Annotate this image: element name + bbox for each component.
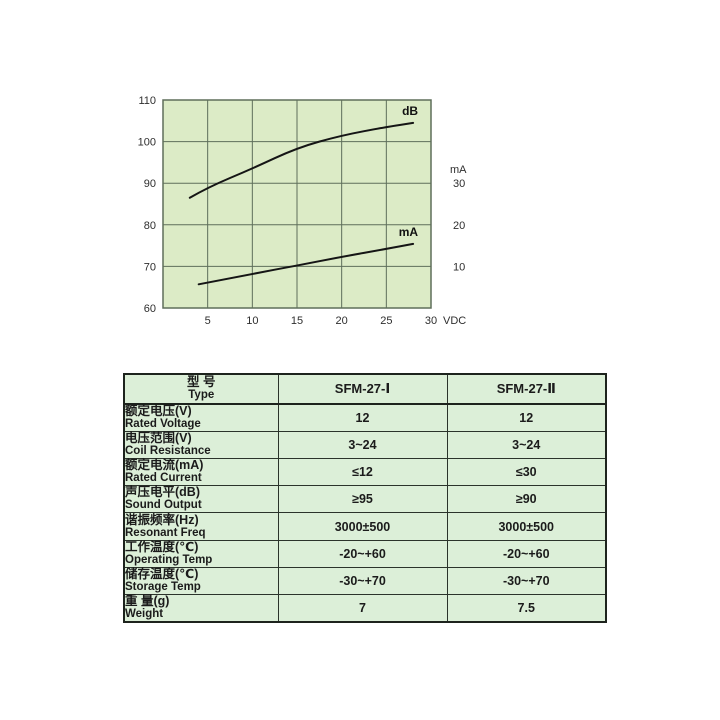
series-label-mA: mA (399, 225, 419, 239)
spec-label-zh: 储存温度(℃) (125, 566, 199, 581)
spec-value-model-2: -20~+60 (446, 539, 607, 568)
performance-chart: dB mA 60 70 80 90 100 110 5 10 15 20 25 30 VDC mA 10 20 30 (120, 85, 490, 335)
spec-value-model-1: 7 (277, 593, 448, 623)
spec-label-cell: 电压范围(V) Coil Resistance (123, 431, 279, 460)
spec-label-cell: 谐振频率(Hz) Resonant Freq (123, 512, 279, 541)
spec-label-cell: 储存温度(℃) Storage Temp (123, 566, 279, 595)
spec-label-cell: 声压电平(dB) Sound Output (123, 485, 279, 514)
model-1-header: SFM-27-Ⅰ (277, 373, 448, 405)
plot-border (162, 99, 432, 309)
spec-label-cell: 额定电流(mA) Rated Current (123, 458, 279, 487)
y-left-tick-label: 90 (144, 178, 156, 190)
y-right-tick-label: 20 (453, 220, 465, 232)
spec-value-model-2: 7.5 (446, 593, 607, 623)
spec-value-model-2: 3~24 (446, 431, 607, 460)
y-left-tick-label: 100 (138, 137, 156, 149)
table-row: 额定电流(mA) Rated Current ≤12 ≤30 (123, 458, 607, 487)
spec-label-zh: 重 量(g) (125, 593, 170, 608)
table-row: 谐振频率(Hz) Resonant Freq 3000±500 3000±500 (123, 512, 607, 541)
y-left-tick-label: 60 (144, 303, 156, 315)
spec-label-en: Sound Output (125, 499, 202, 512)
spec-label-cell: 重 量(g) Weight (123, 593, 279, 623)
spec-value-model-2: ≤30 (446, 458, 607, 487)
spec-label-en: Weight (125, 607, 164, 620)
spec-label-en: Rated Voltage (125, 418, 201, 431)
x-tick-label: 30 (425, 315, 437, 327)
spec-value-model-1: ≤12 (277, 458, 448, 487)
spec-label-zh: 声压电平(dB) (125, 485, 200, 500)
chart-canvas: dB mA 60 70 80 90 100 110 5 10 15 20 25 30 VDC mA 10 20 30 (138, 95, 468, 327)
table-row: 额定电压(V) Rated Voltage 12 12 (123, 403, 607, 433)
spec-label-zh: 额定电压(V) (125, 404, 192, 419)
spec-value-model-2: 12 (446, 403, 607, 433)
table-row: 储存温度(℃) Storage Temp -30~+70 -30~+70 (123, 566, 607, 595)
y-left-tick-label: 110 (138, 95, 156, 107)
spec-label-zh: 工作温度(℃) (125, 539, 199, 554)
x-tick-label: 20 (336, 315, 348, 327)
x-tick-label: 5 (205, 315, 211, 327)
spec-value-model-1: 12 (277, 403, 448, 433)
type-header-cell: 型 号 Type (123, 373, 279, 405)
spec-value-model-1: 3~24 (277, 431, 448, 460)
x-tick-label: 10 (246, 315, 258, 327)
type-label-en: Type (188, 389, 215, 401)
spec-label-en: Resonant Freq (125, 526, 206, 539)
y-left-tick-label: 80 (144, 220, 156, 232)
table-row: 声压电平(dB) Sound Output ≥95 ≥90 (123, 485, 607, 514)
spec-label-en: Rated Current (125, 472, 202, 485)
x-tick-label: 15 (291, 315, 303, 327)
spec-value-model-2: ≥90 (446, 485, 607, 514)
curve-dB (188, 121, 415, 199)
spec-label-zh: 电压范围(V) (125, 431, 192, 446)
spec-label-cell: 工作温度(℃) Operating Temp (123, 539, 279, 568)
spec-value-model-1: 3000±500 (277, 512, 448, 541)
spec-value-model-2: -30~+70 (446, 566, 607, 595)
table-row: 工作温度(℃) Operating Temp -20~+60 -20~+60 (123, 539, 607, 568)
x-tick-label: 25 (380, 315, 392, 327)
spec-value-model-1: -30~+70 (277, 566, 448, 595)
y-right-tick-label: 30 (453, 178, 465, 190)
spec-value-model-1: ≥95 (277, 485, 448, 514)
spec-label-zh: 额定电流(mA) (125, 458, 204, 473)
spec-label-cell: 额定电压(V) Rated Voltage (123, 403, 279, 433)
spec-label-en: Coil Resistance (125, 445, 211, 458)
table-header-row: 型 号 Type SFM-27-Ⅰ SFM-27-Ⅱ (123, 373, 607, 405)
spec-label-en: Operating Temp (125, 553, 213, 566)
y-right-tick-label: 10 (453, 261, 465, 273)
y-right-axis-label: mA (450, 164, 467, 176)
table-row: 电压范围(V) Coil Resistance 3~24 3~24 (123, 431, 607, 460)
spec-value-model-1: -20~+60 (277, 539, 448, 568)
spec-label-en: Storage Temp (125, 580, 201, 593)
y-left-tick-label: 70 (144, 261, 156, 273)
table-row: 重 量(g) Weight 7 7.5 (123, 593, 607, 623)
spec-label-zh: 谐振频率(Hz) (125, 512, 199, 527)
model-2-header: SFM-27-Ⅱ (446, 373, 607, 405)
spec-table: 型 号 Type SFM-27-Ⅰ SFM-27-Ⅱ 额定电压(V) Rated … (123, 373, 607, 623)
series-label-dB: dB (402, 104, 418, 118)
x-axis-unit-label: VDC (443, 315, 466, 327)
type-label-zh: 型 号 (187, 375, 216, 389)
curve-mA (197, 242, 415, 286)
spec-value-model-2: 3000±500 (446, 512, 607, 541)
